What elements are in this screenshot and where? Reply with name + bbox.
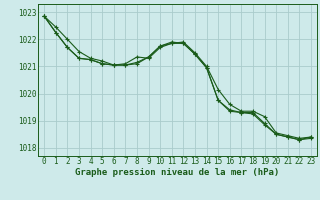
X-axis label: Graphe pression niveau de la mer (hPa): Graphe pression niveau de la mer (hPa)	[76, 168, 280, 177]
